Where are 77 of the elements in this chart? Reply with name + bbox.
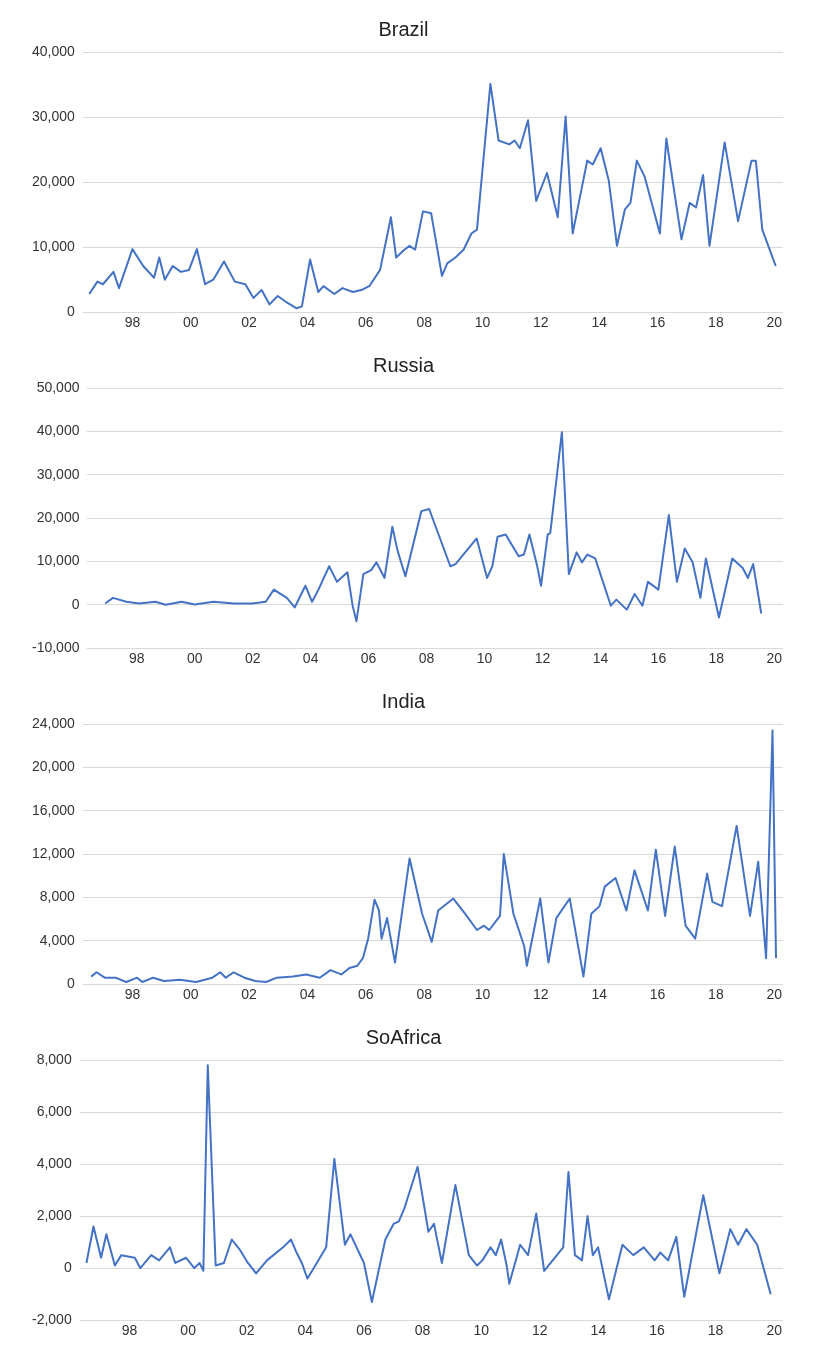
x-tick-label: 16 [649,1322,665,1339]
y-tick-label: 4,000 [36,1154,72,1171]
y-tick-label: -10,000 [32,639,80,656]
chart-title: Brazil [378,17,429,40]
chart-title: Russia [372,353,435,376]
x-tick-label: 04 [302,650,319,667]
y-tick-label: 50,000 [36,378,80,395]
x-tick-label: 14 [592,650,609,667]
x-tick-label: 98 [121,1322,138,1339]
x-tick-label: 08 [416,314,433,331]
y-tick-label: 40,000 [36,422,80,439]
x-tick-label: 10 [473,1322,490,1339]
y-tick-label: 10,000 [31,238,76,255]
y-tick-label: 40,000 [31,42,76,59]
x-tick-label: 06 [360,650,377,667]
y-tick-label: 30,000 [36,465,80,482]
y-tick-label: 4,000 [39,931,76,948]
x-tick-label: 08 [416,986,433,1003]
y-tick-label: 0 [71,595,80,612]
y-tick-label: 20,000 [36,508,80,525]
x-tick-label: 02 [241,986,258,1003]
x-tick-label: 12 [534,650,551,667]
x-tick-label: 14 [590,1322,607,1339]
y-tick-label: 20,000 [31,172,76,189]
x-tick-label: 00 [186,650,203,667]
y-tick-label: 20,000 [31,758,76,775]
y-tick-label: 30,000 [31,107,76,124]
x-tick-label: 08 [414,1322,431,1339]
x-tick-label: 10 [474,314,491,331]
x-tick-label: 16 [649,986,666,1003]
x-tick-label: 08 [418,650,435,667]
x-tick-label: 04 [297,1322,314,1339]
x-tick-label: 20 [766,650,783,667]
x-tick-label: 98 [124,986,141,1003]
y-tick-label: 16,000 [31,801,76,818]
x-tick-label: 02 [241,314,258,331]
y-tick-label: 0 [63,1259,72,1276]
x-tick-label: 20 [766,1322,783,1339]
x-tick-label: 04 [299,314,316,331]
x-tick-label: 12 [531,1322,548,1339]
x-tick-label: 20 [766,986,783,1003]
x-tick-label: 10 [476,650,493,667]
x-tick-label: 02 [244,650,261,667]
chart-title: SoAfrica [365,1025,443,1048]
y-tick-label: 24,000 [31,714,76,731]
x-tick-label: 00 [180,1322,197,1339]
x-tick-label: 00 [182,986,199,1003]
y-tick-label: 8,000 [36,1050,72,1067]
x-tick-label: 12 [533,986,549,1003]
chart-title: India [381,689,427,712]
x-tick-label: 98 [124,314,141,331]
y-tick-label: 12,000 [31,844,76,861]
x-tick-label: 04 [299,986,316,1003]
x-tick-label: 18 [708,650,725,667]
x-tick-label: 12 [533,314,549,331]
y-tick-label: 8,000 [39,888,76,905]
x-tick-label: 14 [591,986,608,1003]
x-tick-label: 18 [708,986,724,1003]
y-tick-label: -2,000 [31,1311,72,1328]
y-tick-label: 2,000 [36,1206,72,1223]
x-tick-label: 16 [649,314,666,331]
x-tick-label: 18 [707,1322,724,1339]
y-tick-label: 0 [67,975,76,992]
y-tick-label: 6,000 [36,1102,72,1119]
y-tick-label: 0 [67,303,76,320]
x-tick-label: 10 [474,986,491,1003]
x-tick-label: 14 [591,314,608,331]
x-tick-label: 98 [128,650,145,667]
x-tick-label: 00 [182,314,199,331]
x-tick-label: 06 [358,986,374,1003]
x-tick-label: 06 [358,314,374,331]
y-tick-label: 10,000 [36,552,80,569]
x-tick-label: 02 [238,1322,255,1339]
x-tick-label: 20 [766,314,783,331]
x-tick-label: 06 [356,1322,372,1339]
x-tick-label: 16 [650,650,667,667]
x-tick-label: 18 [708,314,724,331]
